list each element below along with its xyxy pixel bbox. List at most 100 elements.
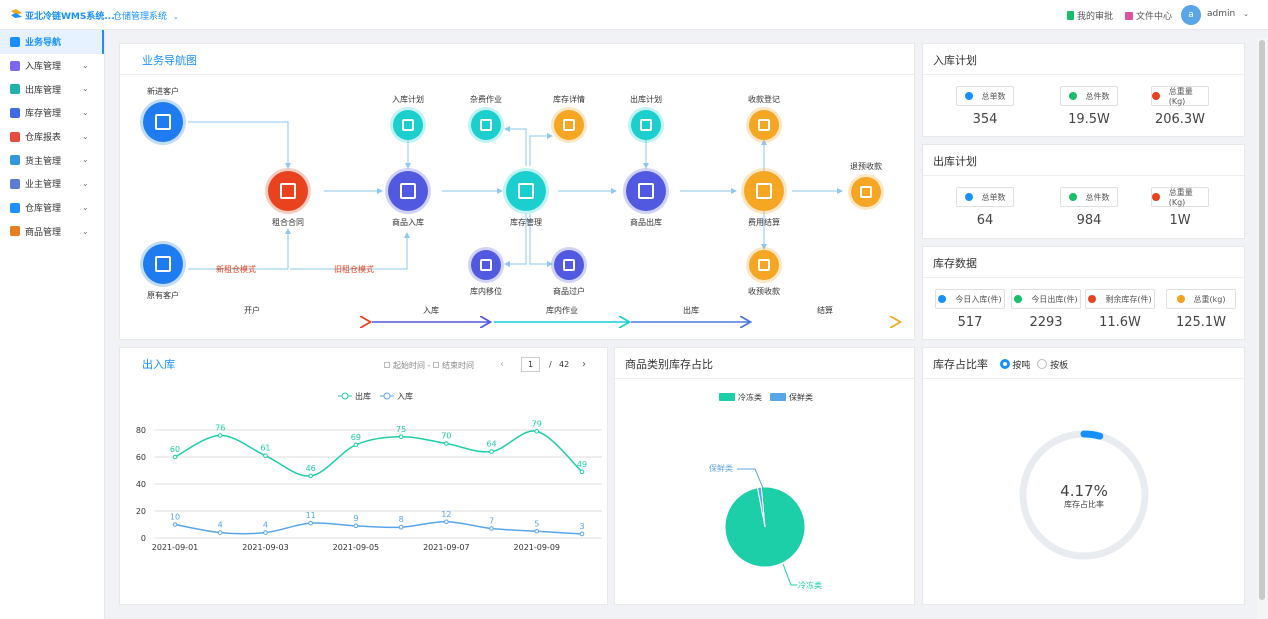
plan-icon (631, 110, 661, 140)
sidebar-item[interactable]: 货主管理 ⌄ (0, 148, 104, 172)
flow-node-prepay[interactable] (746, 247, 782, 283)
data-point (353, 442, 359, 448)
menu-icon (10, 155, 20, 166)
flow-node-goods-in[interactable] (385, 168, 431, 214)
data-point (172, 522, 178, 527)
flow-node-stock-move[interactable] (468, 247, 504, 283)
flow-node-refund[interactable] (848, 174, 884, 210)
slice-label: 冷冻类 (798, 580, 822, 590)
logo-icon (11, 9, 22, 18)
card-title: 业务导航图 (120, 44, 914, 75)
chevron-down-icon: ⌄ (172, 13, 179, 21)
sidebar-item[interactable]: 仓库报表 ⌄ (0, 125, 104, 149)
edge-label-old: 旧租仓模式 (334, 265, 374, 274)
legend-swatch (770, 393, 786, 401)
flow-node-out-plan[interactable] (628, 107, 664, 143)
data-point (398, 524, 404, 530)
flow-node-misc-work[interactable] (468, 107, 504, 143)
data-point (489, 449, 494, 454)
system-selector[interactable]: 仓储管理系统 ⌄ (113, 9, 179, 22)
edge-label-new: 新租仓模式 (216, 265, 256, 274)
stat-pill: 总重量(Kg) (1151, 187, 1209, 207)
flow-node-stock-detail[interactable] (551, 107, 587, 143)
inout-line-chart: 0 20 40 60 80 2021-09-01 2021-09-03 2021-09-05 2… (136, 391, 602, 552)
scrollbar-thumb[interactable] (1259, 40, 1265, 600)
radio-by-ton[interactable]: 按吨 (999, 359, 1034, 371)
customer-new-icon (143, 102, 183, 142)
approval-link[interactable]: 我的审批 (1067, 9, 1113, 22)
sidebar-item[interactable]: 入库管理 ⌄ (0, 54, 104, 78)
data-point (534, 429, 540, 434)
stat-pill: 今日入库(件) (935, 289, 1005, 309)
radio-by-pallet[interactable]: 按板 (1037, 359, 1068, 371)
sidebar-item[interactable]: 业主管理 ⌄ (0, 172, 104, 196)
flow-node-stock-manage[interactable] (503, 168, 549, 214)
status-dot-icon (1176, 295, 1185, 303)
chevron-down-icon: ⌄ (82, 60, 89, 70)
y-tick-label: 20 (136, 507, 146, 516)
flow-node-label: 收预收款 (748, 287, 780, 296)
stat-label: 总件数 (1085, 91, 1110, 101)
sidebar-item[interactable]: 仓库管理 ⌄ (0, 196, 104, 220)
stat-pill: 总单数 (956, 187, 1014, 207)
data-label: 69 (351, 433, 361, 442)
detail-icon (554, 110, 584, 140)
y-tick-label: 80 (136, 426, 146, 435)
data-label: 70 (441, 432, 451, 441)
stat-pill: 总重(kg) (1166, 289, 1236, 309)
data-point (579, 531, 585, 537)
stat-label: 总单数 (981, 91, 1006, 101)
next-page-button[interactable]: › (582, 359, 586, 370)
sidebar-item[interactable]: 出库管理 ⌄ (0, 77, 104, 101)
out-plan-card: 出库计划 总单数 64 总件数 984 总重量(Kg) 1W (922, 144, 1245, 239)
chevron-down-icon: ⌄ (82, 155, 89, 165)
data-point (308, 473, 313, 479)
x-tick-label: 2021-09-01 (152, 543, 199, 552)
radio-label: 按吨 (1012, 361, 1031, 371)
in-plan-card: 入库计划 总单数 354 总件数 19.5W 总重量(Kg) 206.3W (922, 43, 1245, 137)
sidebar-item-label: 仓库报表 (25, 133, 62, 144)
data-label: 79 (532, 419, 542, 428)
total-pages: 42 (559, 360, 570, 369)
sidebar-item[interactable]: 商品管理 ⌄ (0, 220, 104, 244)
user-menu[interactable]: admin ⌄ (1207, 9, 1249, 19)
date-range-picker[interactable]: 起始时间 - 结束时间 (384, 360, 474, 371)
stat-label: 今日入库(件) (955, 294, 1002, 304)
menu-icon (10, 131, 20, 142)
flow-node-goods-out[interactable] (623, 168, 669, 214)
flow-node-receipt-reg[interactable] (746, 107, 782, 143)
flow-node-goods-transfer[interactable] (551, 247, 587, 283)
x-tick-label: 2021-09-03 (242, 543, 289, 552)
avatar[interactable]: a (1181, 5, 1201, 25)
brand-title[interactable]: 亚北冷链WMS系统... (25, 12, 115, 22)
end-date[interactable]: 结束时间 (441, 361, 474, 370)
status-dot-icon (964, 193, 973, 201)
flow-node-label: 租合合同 (272, 218, 304, 227)
legend-label: 冷冻类 (738, 392, 762, 402)
flow-node-old-customer[interactable] (140, 241, 186, 287)
sidebar-item[interactable]: 库存管理 ⌄ (0, 101, 104, 125)
sidebar-item-label: 业务导航 (25, 38, 62, 49)
stat-label: 总重量(Kg) (1168, 188, 1193, 207)
page-input[interactable]: 1 (521, 357, 540, 372)
stage-label: 出库 (683, 305, 699, 315)
data-point (172, 454, 178, 460)
sidebar-item[interactable]: 业务导航 (0, 30, 104, 54)
files-link[interactable]: 文件中心 (1125, 9, 1172, 22)
pie-slice (756, 486, 766, 528)
flow-node-label: 库内移位 (470, 287, 502, 296)
status-dot-icon (1014, 295, 1023, 303)
flow-node-fee-settle[interactable] (741, 168, 787, 214)
approval-label: 我的审批 (1077, 12, 1114, 22)
plan-icon (393, 110, 423, 140)
flow-node-new-customer[interactable] (140, 99, 186, 145)
chevron-down-icon: ⌄ (1243, 10, 1249, 18)
data-label: 8 (399, 515, 404, 524)
page-scrollbar[interactable] (1257, 38, 1268, 619)
start-date[interactable]: 起始时间 (393, 361, 425, 370)
data-label: 9 (353, 514, 358, 523)
flow-node-lease-contract[interactable] (265, 168, 311, 214)
flow-node-in-plan[interactable] (390, 107, 426, 143)
prev-page-button[interactable]: ‹ (500, 359, 504, 370)
stage-label: 入库 (423, 305, 439, 315)
